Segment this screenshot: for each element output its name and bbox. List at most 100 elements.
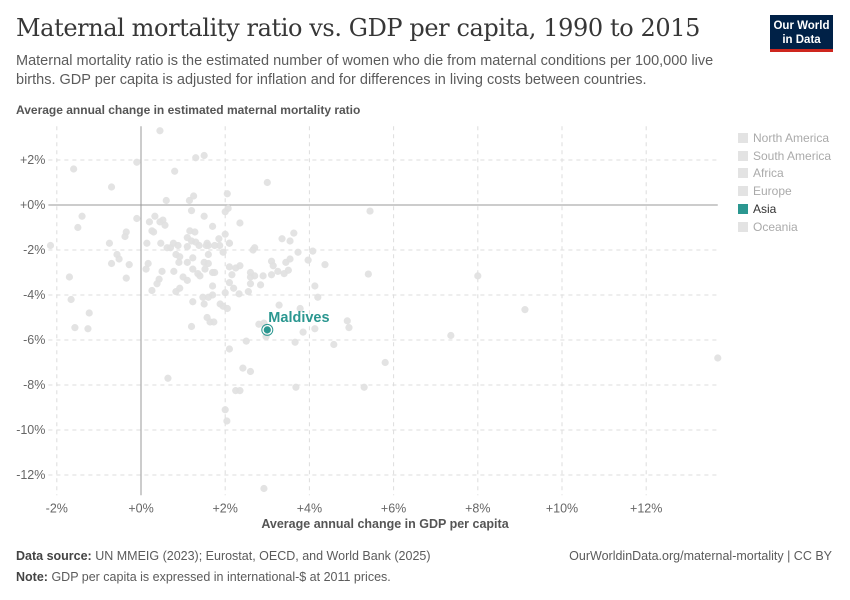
- data-point: [225, 239, 234, 247]
- x-tick-label: +2%: [213, 501, 238, 515]
- chart-subtitle: Maternal mortality ratio is the estimate…: [16, 53, 714, 88]
- legend: North America South America Africa Europ…: [738, 129, 831, 236]
- data-point: [296, 304, 304, 313]
- y-tick-label: +0%: [20, 198, 45, 212]
- data-point: [225, 279, 234, 287]
- data-point: [274, 267, 282, 275]
- legend-swatch: [738, 132, 748, 143]
- y-tick-label: +2%: [20, 153, 45, 167]
- legend-label: Oceania: [753, 219, 798, 234]
- data-point: [290, 229, 298, 237]
- data-point: [251, 244, 259, 252]
- legend-item-oceania[interactable]: Oceania: [738, 218, 831, 236]
- data-point: [107, 183, 116, 191]
- data-point: [85, 309, 93, 317]
- y-tick-label: -8%: [23, 378, 45, 392]
- legend-item-asia[interactable]: Asia: [738, 200, 831, 218]
- owid-logo[interactable]: Our World in Data: [770, 15, 833, 52]
- data-point: [216, 241, 224, 250]
- data-point: [170, 267, 178, 275]
- note-text: GDP per capita is expressed in internati…: [51, 570, 391, 584]
- legend-label: Europe: [753, 184, 792, 199]
- y-axis-label: Average annual change in estimated mater…: [16, 103, 361, 117]
- data-point: [176, 284, 184, 292]
- data-point: [225, 345, 234, 353]
- data-point: [200, 212, 208, 220]
- data-point: [189, 298, 197, 306]
- data-point: [215, 235, 223, 243]
- y-tick-label: -4%: [23, 288, 45, 302]
- data-point: [286, 237, 294, 245]
- data-point: [256, 281, 265, 289]
- data-point: [183, 276, 191, 284]
- legend-label: South America: [753, 148, 832, 163]
- legend-item-south-america[interactable]: South America: [738, 147, 831, 165]
- data-point: [143, 239, 151, 247]
- data-point: [158, 267, 166, 275]
- data-point: [133, 158, 141, 166]
- data-point: [311, 282, 319, 290]
- data-point: [185, 196, 194, 205]
- data-point: [70, 165, 78, 173]
- data-point: [330, 340, 338, 349]
- data-source: Data source: UN MMEIG (2023); Eurostat, …: [16, 549, 431, 563]
- data-point: [275, 301, 283, 309]
- chart-title: Maternal mortality ratio vs. GDP per cap…: [16, 14, 700, 42]
- x-tick-label: +10%: [546, 501, 578, 515]
- data-point: [162, 196, 170, 205]
- data-point: [65, 273, 74, 281]
- data-point: [381, 358, 389, 367]
- data-point: [189, 254, 197, 262]
- data-point: [321, 261, 329, 269]
- data-point: [121, 232, 129, 241]
- data-point: [84, 325, 92, 333]
- data-point: [175, 258, 183, 266]
- legend-item-north-america[interactable]: North America: [738, 129, 831, 147]
- data-point: [521, 306, 529, 314]
- data-point: [236, 387, 244, 395]
- data-point: [221, 289, 229, 297]
- data-point: [343, 317, 351, 325]
- data-point: [199, 293, 207, 301]
- data-point: [263, 178, 271, 187]
- x-tick-label: +4%: [297, 501, 322, 515]
- y-tick-label: -2%: [23, 243, 45, 257]
- source-label: Data source:: [16, 549, 92, 563]
- data-point: [174, 241, 182, 250]
- data-point: [191, 228, 199, 236]
- data-point: [200, 300, 208, 308]
- data-point: [230, 284, 238, 292]
- data-point: [161, 221, 169, 229]
- data-point: [153, 280, 161, 288]
- data-point: [183, 243, 191, 251]
- legend-item-africa[interactable]: Africa: [738, 165, 831, 183]
- data-point: [228, 271, 236, 279]
- data-point: [171, 167, 179, 175]
- data-point: [284, 266, 292, 274]
- data-point: [71, 324, 79, 332]
- data-point: [187, 322, 196, 331]
- note: Note: GDP per capita is expressed in int…: [16, 570, 391, 584]
- data-point: [190, 192, 198, 200]
- data-point: [714, 354, 722, 362]
- legend-swatch: [738, 150, 748, 161]
- source-link[interactable]: OurWorldinData.org/maternal-mortality | …: [569, 549, 832, 563]
- data-point: [269, 262, 277, 270]
- source-text: UN MMEIG (2023); Eurostat, OECD, and Wor…: [95, 549, 431, 563]
- data-point: [122, 274, 130, 282]
- data-point: [278, 235, 286, 243]
- data-point: [125, 261, 133, 269]
- data-point: [192, 154, 200, 162]
- data-point: [235, 290, 243, 298]
- legend-item-europe[interactable]: Europe: [738, 182, 831, 200]
- data-point: [164, 374, 172, 382]
- data-point: [474, 272, 482, 280]
- data-point: [221, 406, 229, 414]
- data-point: [286, 255, 294, 263]
- x-tick-label: +8%: [465, 501, 490, 515]
- data-point: [223, 304, 231, 313]
- data-point: [105, 239, 114, 247]
- x-tick-label: +12%: [630, 501, 662, 515]
- x-tick-label: +6%: [381, 501, 406, 515]
